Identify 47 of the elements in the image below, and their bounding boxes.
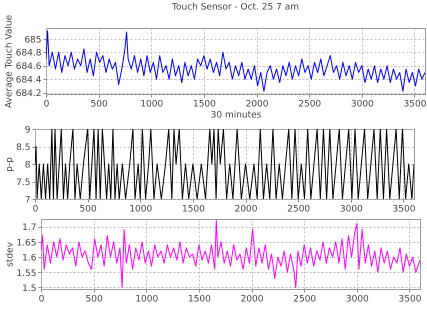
- x-tick-label: 2500: [293, 294, 316, 304]
- x-tick-label: 1000: [140, 100, 164, 110]
- x-tick-label: 1000: [135, 294, 159, 304]
- x-tick-label: 0: [32, 204, 39, 214]
- y-tick-label: 684.4: [16, 76, 42, 86]
- y-tick-label: 1.5: [22, 284, 36, 294]
- x-tick-label: 500: [86, 294, 103, 304]
- y-tick-label: 1.6: [22, 254, 37, 264]
- x-tick-label: 1000: [129, 204, 153, 214]
- y-tick-label: 685: [24, 35, 42, 46]
- x-tick-label: 0: [44, 100, 50, 110]
- x-axis-title: 30 minutes: [210, 110, 262, 120]
- y-axis-title: p-p: [5, 156, 16, 172]
- line-series: [46, 30, 425, 92]
- y-tick-label: 1.7: [22, 223, 36, 234]
- x-tick-label: 1500: [182, 204, 206, 214]
- y-tick-label: 8.5: [16, 143, 30, 153]
- y-tick-label: 684.6: [16, 62, 42, 72]
- y-axis-title: Average Touch Value: [4, 14, 15, 108]
- x-tick-label: 500: [90, 100, 108, 110]
- chart-title: Touch Sensor - Oct. 25 7 am: [171, 2, 299, 12]
- x-tick-label: 2000: [240, 294, 264, 304]
- x-tick-label: 2500: [298, 100, 322, 110]
- x-tick-label: 0: [38, 294, 45, 304]
- line-series: [35, 129, 414, 199]
- x-tick-label: 3000: [346, 294, 370, 304]
- y-tick-label: 684.2: [16, 89, 42, 100]
- x-tick-label: 500: [80, 204, 97, 214]
- y-tick-label: 1.55: [16, 268, 36, 279]
- line-series: [41, 220, 420, 288]
- y-tick-label: 8: [24, 160, 31, 170]
- y-tick-label: 7.5: [16, 178, 30, 188]
- y-tick-label: 1.65: [16, 238, 36, 248]
- y-tick-label: 684.8: [16, 48, 42, 59]
- x-tick-label: 3500: [392, 204, 416, 214]
- y-axis-title: stdev: [5, 241, 16, 267]
- y-tick-label: 9: [24, 126, 31, 136]
- x-tick-label: 3500: [404, 100, 427, 110]
- x-tick-label: 1500: [188, 294, 212, 304]
- y-tick-label: 7: [24, 196, 30, 206]
- x-tick-label: 1500: [192, 100, 216, 110]
- x-tick-label: 3500: [398, 294, 422, 304]
- x-tick-label: 2000: [234, 204, 258, 214]
- x-tick-label: 2000: [246, 100, 269, 110]
- x-tick-label: 3000: [350, 100, 374, 110]
- x-tick-label: 3000: [340, 204, 364, 214]
- x-tick-label: 2500: [287, 204, 310, 214]
